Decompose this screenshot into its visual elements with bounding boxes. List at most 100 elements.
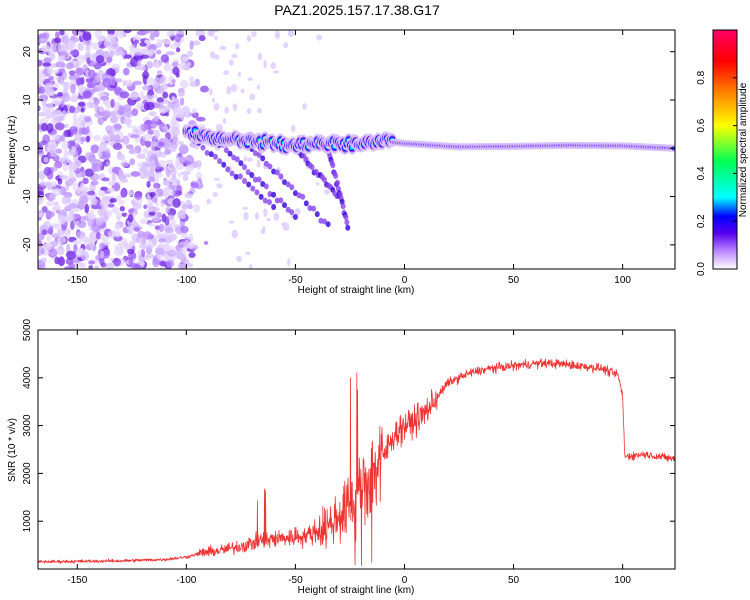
colorbar: 0.0 0.2 0.4 0.6 0.8 Normalized spectral ampl…: [696, 29, 749, 276]
spectrum-noise-blob: [167, 249, 177, 257]
spectrum-noise-blob: [226, 86, 232, 95]
spectrum-noise-blob: [67, 202, 77, 210]
y-tick-label: 5000: [22, 318, 33, 341]
spectrum-streak-blob: [252, 176, 258, 183]
spectrum-noise-blob: [92, 162, 103, 172]
spectrum-streak-blob: [263, 160, 269, 167]
spectrum-noise-blob: [153, 149, 163, 158]
spectrum-noise-blob: [132, 202, 142, 210]
spectrum-streak-blob: [322, 176, 328, 183]
spectrum-noise-blob: [246, 35, 251, 42]
snr-x-label: Height of straight line (km): [298, 585, 415, 596]
spectrum-noise-blob: [158, 141, 165, 147]
spectrum-noise-blob: [154, 247, 165, 256]
spectrum-noise-blob: [110, 98, 115, 108]
spectrum-noise-blob: [209, 51, 216, 59]
spectrum-noise-blob: [139, 218, 148, 225]
spectrum-noise-blob: [158, 223, 165, 233]
spectrum-noise-blob: [122, 67, 130, 76]
colorbar-tick-label: 0.8: [696, 70, 707, 84]
spectrum-noise-blob: [109, 76, 116, 86]
spectrum-noise-blob: [188, 76, 195, 83]
spectrum-noise-blob: [97, 116, 104, 126]
spectrum-streak-blob: [208, 151, 214, 158]
spectrum-noise-blob: [82, 177, 89, 185]
spectrum-streak-blob: [225, 166, 231, 173]
spectrum-noise-blob: [125, 79, 133, 87]
spectrum-noise-blob: [89, 239, 96, 249]
spectrum-noise-blob: [185, 263, 194, 268]
spectrum-noise-blob: [59, 55, 65, 63]
spectrum-noise-blob: [246, 107, 252, 115]
spectrum-noise-blob: [48, 192, 57, 199]
colorbar-ticks: 0.0 0.2 0.4 0.6 0.8: [696, 70, 737, 276]
spectrum-noise-blob: [120, 162, 130, 167]
spectrum-noise-blob: [214, 35, 218, 41]
spectrum-noise-blob: [72, 118, 83, 129]
spectrum-noise-blob: [99, 242, 105, 250]
spectrum-noise-blob: [256, 159, 261, 168]
spectrum-noise-blob: [164, 186, 170, 194]
spectrum-noise-blob: [71, 145, 77, 153]
spectrum-noise-blob: [47, 66, 53, 75]
spectrum-noise-blob: [122, 135, 130, 145]
spectrum-streak-blob: [267, 163, 273, 170]
spectrum-noise-blob: [224, 106, 229, 114]
spectrum-streak-blob: [309, 164, 315, 171]
spectrum-noise-blob: [141, 249, 146, 257]
spectrum-noise-blob: [141, 236, 146, 246]
colorbar-tick-label: 0.4: [696, 166, 707, 180]
spectrum-noise-blob: [208, 30, 215, 37]
spectrum-noise-blob: [44, 82, 53, 93]
x-tick-label: -150: [67, 275, 87, 286]
spectrum-streak-blob: [307, 205, 313, 212]
spectrum-noise-blob: [237, 71, 242, 77]
spectrum-noise-blob: [177, 88, 185, 93]
spectrum-noise-blob: [94, 103, 99, 113]
spectrum-noise-blob: [78, 195, 89, 205]
x-tick-label: -150: [67, 575, 87, 586]
spectrum-noise-blob: [167, 161, 174, 172]
spectrum-noise-blob: [62, 92, 71, 103]
spectrum-noise-blob: [273, 212, 280, 221]
spectrum-noise-blob: [38, 160, 42, 169]
spectrum-noise-blob: [190, 182, 199, 189]
spectrum-streak-blob: [254, 189, 260, 196]
spectrum-noise-blob: [134, 47, 140, 53]
spectrum-streak-blob: [289, 209, 295, 216]
spectrum-noise-blob: [148, 176, 155, 183]
spectrum-noise-blob: [99, 44, 105, 49]
spectrum-noise-blob: [38, 147, 43, 154]
spectrum-noise-blob: [179, 97, 185, 106]
spectrum-streak-blob: [274, 169, 280, 176]
spectrum-noise-blob: [134, 192, 143, 200]
spectrum-noise-blob: [263, 59, 267, 69]
spectrum-noise-blob: [177, 152, 183, 158]
spectrum-noise-blob: [100, 95, 110, 101]
spectrum-noise-blob: [163, 39, 172, 45]
spectrum-noise-blob: [169, 43, 178, 50]
spectrum-noise-blob: [260, 228, 264, 235]
spectrum-noise-blob: [49, 53, 56, 61]
x-tick-label: -100: [176, 275, 196, 286]
spectrum-noise-blob: [230, 84, 238, 92]
spectrum-streak-blob: [345, 224, 351, 231]
spectrum-noise-blob: [287, 30, 294, 37]
spectrum-noise-blob: [153, 207, 160, 212]
spectrum-noise-blob: [112, 43, 119, 48]
spectrum-noise-blob: [91, 223, 101, 233]
spectrum-streak-blob: [233, 173, 239, 180]
spectrum-noise-blob: [57, 228, 65, 237]
spectrum-noise-blob: [66, 196, 72, 204]
spectrum-noise-blob: [93, 174, 100, 180]
spectrum-noise-blob: [87, 214, 97, 220]
spectrum-noise-blob: [165, 206, 170, 214]
spectrum-noise-blob: [180, 225, 189, 234]
spectrum-noise-blob: [172, 198, 181, 208]
spectrum-noise-blob: [107, 187, 115, 193]
spectrum-noise-blob: [52, 69, 60, 74]
spectrum-noise-blob: [123, 30, 132, 34]
spectrum-noise-blob: [62, 70, 67, 80]
spectrum-noise-blob: [169, 144, 177, 153]
snr-y-ticks: 1000 2000 3000 4000 5000: [22, 318, 675, 532]
